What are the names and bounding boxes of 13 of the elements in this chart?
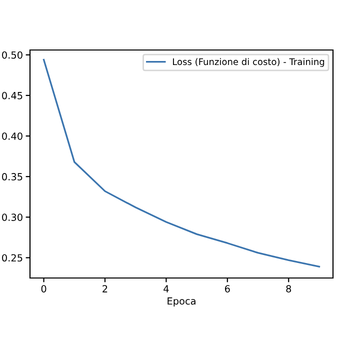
x-tick-label: 2 [102,285,108,292]
y-tick-label: 0.25 [2,254,22,262]
x-tick-label: 4 [164,285,169,292]
y-tick-label: 0.40 [2,132,22,140]
y-tick-label: 0.50 [2,51,22,59]
x-tick-label: 6 [224,285,230,292]
x-axis-title: Epoca [168,297,196,307]
x-tick-label: 0 [41,285,46,292]
y-tick-label: 0.30 [2,214,22,221]
x-tick-label: 8 [286,285,292,292]
y-tick-label: 0.45 [2,92,22,100]
legend-label: Loss (Funzione di costo) - Training [173,58,324,67]
y-tick-label: 0.35 [2,173,22,180]
